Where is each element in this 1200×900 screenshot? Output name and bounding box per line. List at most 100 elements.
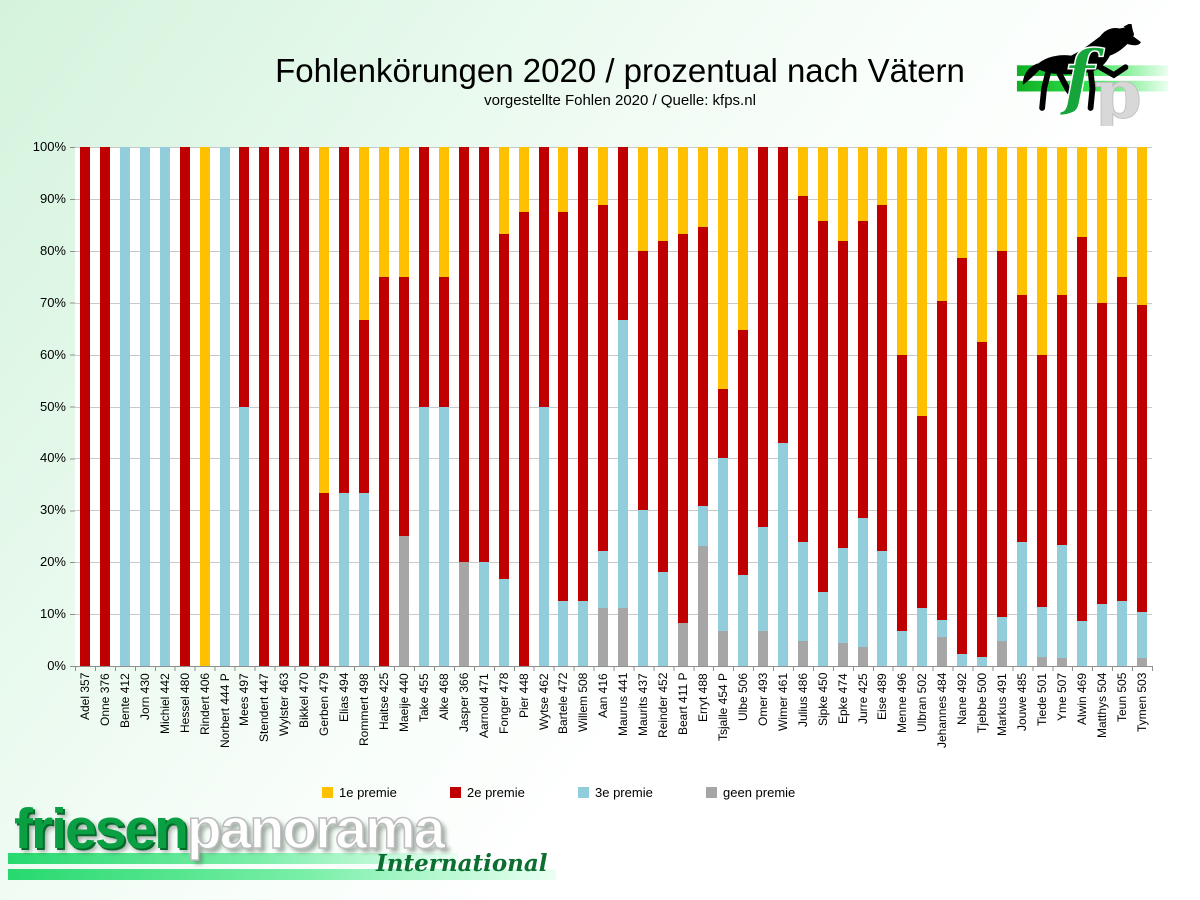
segment-1e-premie bbox=[638, 147, 649, 251]
gridline-100% bbox=[75, 147, 1152, 148]
segment-2e-premie bbox=[99, 147, 110, 666]
gridline-10% bbox=[75, 614, 1152, 615]
x-label-cell: Teun 505 bbox=[1112, 673, 1132, 791]
kfps-horse-logo: f p bbox=[1015, 22, 1170, 134]
segment-3e-premie bbox=[857, 517, 868, 648]
x-label-cell: Take 455 bbox=[414, 673, 434, 791]
bar-Erryt 488 bbox=[698, 147, 709, 666]
segment-2e-premie bbox=[398, 276, 409, 537]
segment-1e-premie bbox=[857, 147, 868, 222]
segment-2e-premie bbox=[817, 221, 828, 592]
segment-1e-premie bbox=[1136, 147, 1147, 305]
segment-1e-premie bbox=[698, 147, 709, 227]
x-label-cell: Epke 474 bbox=[833, 673, 853, 791]
segment-1e-premie bbox=[837, 147, 848, 242]
x-tick-label: Jouwe 485 bbox=[1015, 673, 1030, 732]
bar-Bente 412 bbox=[119, 147, 130, 666]
x-label-cell: Markus 491 bbox=[992, 673, 1012, 791]
segment-1e-premie bbox=[917, 147, 928, 417]
segment-2e-premie bbox=[578, 147, 589, 602]
x-label-cell: Sipke 450 bbox=[813, 673, 833, 791]
x-tick-label: Yme 507 bbox=[1054, 673, 1069, 722]
segment-3e-premie bbox=[1017, 542, 1028, 666]
x-tick-label: Tymen 503 bbox=[1134, 673, 1149, 733]
x-label-cell: Michiel 442 bbox=[155, 673, 175, 791]
segment-2e-premie bbox=[1017, 295, 1028, 543]
x-label-cell: Reinder 452 bbox=[653, 673, 673, 791]
x-label-cell: Norbert 444 P bbox=[215, 673, 235, 791]
segment-2e-premie bbox=[877, 204, 888, 551]
bar-slot bbox=[155, 147, 175, 666]
x-tick-label: Beart 411 P bbox=[676, 673, 691, 736]
footer-stripe-top bbox=[8, 853, 458, 864]
bar-Elias 494 bbox=[339, 147, 350, 666]
x-tick-label: Alke 468 bbox=[436, 673, 451, 720]
bar-Fonger 478 bbox=[498, 147, 509, 666]
segment-2e-premie bbox=[438, 276, 449, 407]
bar-slot bbox=[853, 147, 873, 666]
x-tick-label: Maeije 440 bbox=[396, 673, 411, 732]
bar-Omer 493 bbox=[757, 147, 768, 666]
x-tick-label: Bartele 472 bbox=[556, 673, 571, 735]
gridline-50% bbox=[75, 407, 1152, 408]
bar-Matthys 504 bbox=[1096, 147, 1107, 666]
x-label-cell: Hessel 480 bbox=[175, 673, 195, 791]
horse-logo-graphic: f p bbox=[1016, 22, 1169, 134]
x-label-cell: Tjebbe 500 bbox=[972, 673, 992, 791]
x-label-cell: Alwin 469 bbox=[1072, 673, 1092, 791]
x-label-cell: Onne 376 bbox=[95, 673, 115, 791]
legend-item-1e-premie: 1e premie bbox=[322, 785, 450, 800]
bar-Teun 505 bbox=[1116, 147, 1127, 666]
bar-Michiel 442 bbox=[159, 147, 170, 666]
segment-2e-premie bbox=[1056, 295, 1067, 545]
bar-slot bbox=[1012, 147, 1032, 666]
segment-3e-premie bbox=[957, 653, 968, 666]
legend-label: 2e premie bbox=[467, 785, 525, 800]
segment-1e-premie bbox=[1096, 147, 1107, 303]
segment-2e-premie bbox=[638, 250, 649, 511]
bar-slot bbox=[135, 147, 155, 666]
bar-Norbert 444 P bbox=[219, 147, 230, 666]
segment-1e-premie bbox=[737, 147, 748, 331]
bar-Sipke 450 bbox=[817, 147, 828, 666]
bar-slot bbox=[773, 147, 793, 666]
x-tick-label: Jehannes 484 bbox=[935, 673, 950, 749]
bar-slot bbox=[932, 147, 952, 666]
segment-3e-premie bbox=[917, 608, 928, 666]
x-tick-label: Elias 494 bbox=[337, 673, 352, 723]
segment-1e-premie bbox=[498, 147, 509, 234]
bar-slot bbox=[195, 147, 215, 666]
x-axis-labels: Adel 357 Onne 376 Bente 412 Jorn 430 Michiel… bbox=[75, 673, 1152, 791]
bar-Tymen 503 bbox=[1136, 147, 1147, 666]
bar-slot bbox=[793, 147, 813, 666]
x-label-cell: Pier 448 bbox=[514, 673, 534, 791]
footer-logo-friesen: friesen bbox=[14, 797, 189, 861]
segment-2e-premie bbox=[79, 147, 90, 666]
bar-slot bbox=[892, 147, 912, 666]
segment-3e-premie bbox=[737, 574, 748, 666]
bar-slot bbox=[1132, 147, 1152, 666]
legend-label: 3e premie bbox=[595, 785, 653, 800]
segment-geen-premie bbox=[837, 642, 848, 666]
bar-Menne 496 bbox=[897, 147, 908, 666]
bar-Eise 489 bbox=[877, 147, 888, 666]
legend-item-geen-premie: geen premie bbox=[706, 785, 834, 800]
bar-slot bbox=[833, 147, 853, 666]
segment-1e-premie bbox=[877, 147, 888, 205]
y-tick-label-70%: 70% bbox=[39, 294, 66, 310]
segment-1e-premie bbox=[977, 147, 988, 342]
x-tick-label: Mees 497 bbox=[237, 673, 252, 726]
legend-label: 1e premie bbox=[339, 785, 397, 800]
x-label-cell: Tymen 503 bbox=[1132, 673, 1152, 791]
segment-2e-premie bbox=[658, 241, 669, 572]
bar-slot bbox=[95, 147, 115, 666]
segment-1e-premie bbox=[997, 147, 1008, 251]
bar-Mees 497 bbox=[239, 147, 250, 666]
gridline-60% bbox=[75, 355, 1152, 356]
segment-2e-premie bbox=[418, 147, 429, 407]
segment-3e-premie bbox=[618, 319, 629, 609]
segment-3e-premie bbox=[418, 406, 429, 666]
x-label-cell: Yme 507 bbox=[1052, 673, 1072, 791]
bar-Tiede 501 bbox=[1036, 147, 1047, 666]
